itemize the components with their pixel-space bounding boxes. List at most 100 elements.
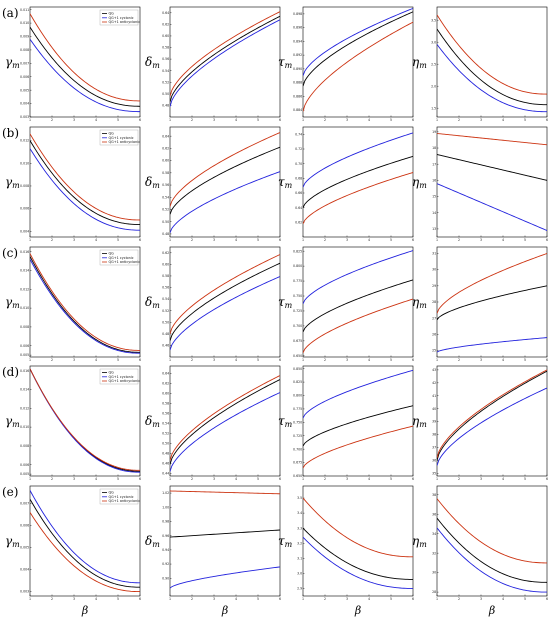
x-tick-label: 2 (51, 118, 53, 122)
row-label-1: (b) (2, 126, 19, 140)
y-tick-label: 0.011 (20, 8, 29, 12)
y-tick-label: 0.54 (162, 297, 169, 301)
y-tick-label: 0.010 (20, 425, 29, 429)
x-tick-label: 1 (169, 597, 171, 601)
y-axis-label: ηm (412, 534, 427, 549)
y-tick-label: 36 (432, 512, 436, 516)
panel-frame (302, 126, 414, 238)
x-tick-label: 6 (412, 597, 414, 601)
series-line-red (170, 254, 280, 334)
y-tick-label: 1.00 (162, 505, 169, 509)
series-line-black (170, 379, 280, 465)
panel-1-2: 1 2 3 4 5 6 0.62 0.64 0.66 0.68 0.70 0.72 0.74 τm (278, 126, 414, 242)
x-tick-label: 5 (117, 477, 119, 481)
y-tick-label: 39 (432, 420, 436, 424)
y-tick-label: 0.48 (162, 104, 169, 108)
y-tick-label: 0.52 (162, 80, 169, 84)
y-tick-label: 34 (432, 532, 436, 536)
y-tick-label: 0.008 (20, 444, 29, 448)
y-tick-label: 0.004 (20, 568, 29, 572)
x-tick-label: 5 (390, 477, 392, 481)
x-tick-label: 4 (368, 597, 370, 601)
y-tick-label: 0.92 (162, 562, 169, 566)
y-axis-label: τm (278, 295, 293, 310)
x-tick-label: 4 (235, 358, 237, 362)
y-tick-label: 0.50 (162, 220, 169, 224)
y-tick-label: 0.775 (293, 407, 302, 411)
x-tick-label: 1 (436, 118, 438, 122)
y-tick-label: 3.0 (431, 40, 436, 44)
panel-0-1: 1 2 3 4 5 6 0.48 0.50 0.52 0.54 0.56 0.58 0.60 0.62 0.… (145, 6, 281, 122)
x-tick-label: 2 (324, 358, 326, 362)
x-tick-label: 5 (117, 597, 119, 601)
y-tick-label: 0.98 (162, 520, 169, 524)
y-tick-label: 0.90 (162, 576, 169, 580)
x-tick-label: 1 (302, 118, 304, 122)
y-tick-label: 0.60 (162, 262, 169, 266)
legend-entry: QG+1 cyclonic (109, 136, 134, 140)
x-tick-label: 4 (368, 477, 370, 481)
x-tick-label: 6 (279, 477, 281, 481)
x-tick-label: 2 (324, 477, 326, 481)
x-tick-label: 4 (95, 238, 97, 242)
y-tick-label: 0.003 (20, 115, 29, 119)
x-tick-label: 4 (368, 238, 370, 242)
y-tick-label: 0.012 (20, 287, 29, 291)
x-tick-label: 4 (235, 238, 237, 242)
panel-frame (29, 485, 141, 597)
series-line-blue (437, 387, 547, 466)
x-tick-label: 1 (29, 597, 31, 601)
x-tick-label: 3 (480, 358, 482, 362)
x-tick-label: 5 (257, 238, 259, 242)
x-tick-label: 6 (279, 238, 281, 242)
x-tick-label: 5 (390, 118, 392, 122)
y-tick-label: 2.9 (297, 587, 302, 591)
y-tick-label: 0.010 (20, 161, 29, 165)
x-tick-label: 5 (117, 118, 119, 122)
panel-0-0: 1 2 3 4 5 6 0.003 0.004 0.005 0.006 0.007 0.008 0.00… (5, 6, 141, 122)
series-line-red (30, 512, 140, 593)
y-axis-label: γm (5, 55, 20, 70)
y-axis-label: δm (145, 55, 160, 70)
y-tick-label: 0.52 (162, 432, 169, 436)
x-tick-label: 5 (117, 358, 119, 362)
y-tick-label: 0.62 (295, 220, 302, 224)
series-line-blue (303, 369, 413, 419)
x-tick-label: 1 (302, 597, 304, 601)
y-tick-label: 0.004 (20, 102, 29, 106)
x-tick-label: 5 (524, 358, 526, 362)
x-tick-label: 1 (29, 477, 31, 481)
y-axis-label: τm (278, 534, 293, 549)
series-line-black (30, 498, 140, 588)
series-line-red (30, 253, 140, 351)
legend-entry: QG (109, 252, 115, 256)
series-line-blue (170, 392, 280, 472)
legend-box (99, 488, 139, 505)
y-axis-label: ηm (412, 295, 427, 310)
legend-entry: QG+1 anticyclonic (109, 499, 141, 503)
x-tick-label: 2 (324, 118, 326, 122)
y-tick-label: 0.016 (20, 369, 29, 373)
x-tick-label: 5 (257, 597, 259, 601)
y-tick-label: 41 (432, 394, 436, 398)
panel-frame (29, 6, 141, 118)
y-tick-label: 0.005 (20, 472, 29, 476)
y-tick-label: 38 (432, 493, 436, 497)
y-axis-label: τm (278, 55, 293, 70)
y-tick-label: 0.56 (162, 412, 169, 416)
y-axis-label: γm (5, 534, 20, 549)
x-tick-label: 4 (95, 477, 97, 481)
y-tick-label: 17 (432, 162, 436, 166)
y-tick-label: 0.60 (162, 392, 169, 396)
panel-2-3: 1 2 3 4 5 6 25 26 27 28 29 30 31 ηm (412, 246, 548, 362)
x-tick-label: 2 (51, 477, 53, 481)
x-axis-label: β (488, 604, 495, 617)
y-tick-label: 0.006 (20, 75, 29, 79)
x-tick-label: 6 (546, 118, 548, 122)
y-tick-label: 38 (432, 433, 436, 437)
y-tick-label: 0.650 (293, 474, 302, 478)
x-tick-label: 1 (436, 477, 438, 481)
row-label-3: (d) (2, 365, 19, 379)
